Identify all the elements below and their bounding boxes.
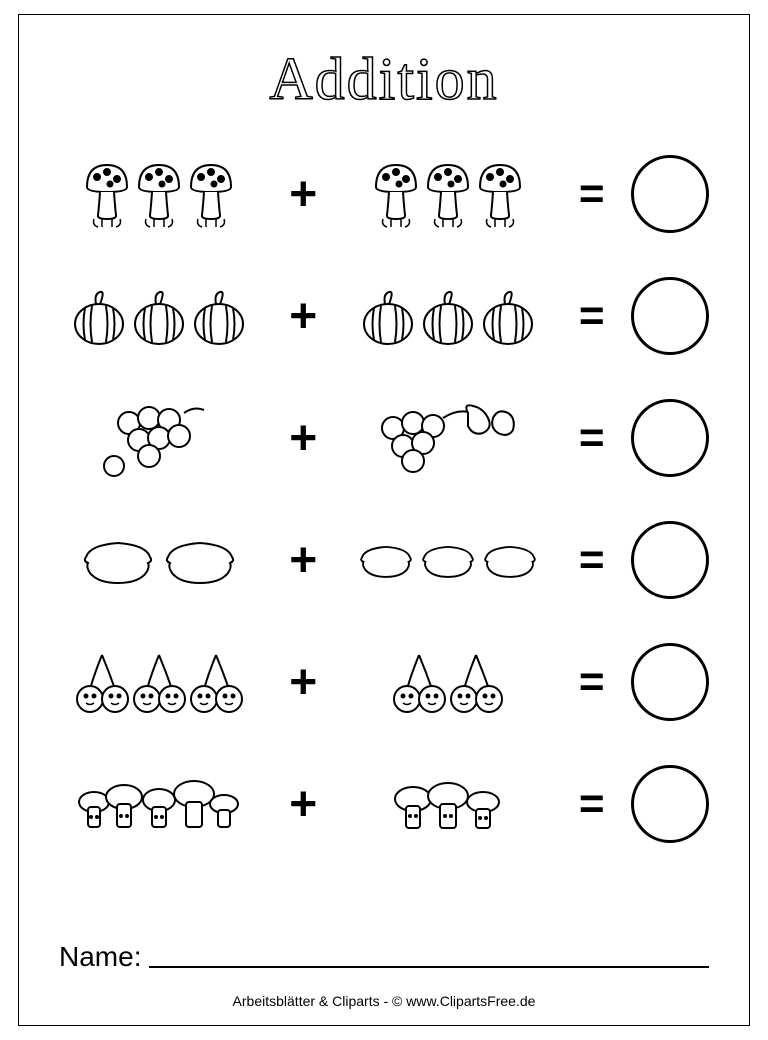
equals-operator: = — [567, 657, 612, 707]
cherry-icon — [392, 647, 447, 717]
mushroom-group-icon — [388, 774, 508, 834]
left-group — [59, 398, 259, 478]
left-group — [59, 533, 259, 588]
equals-operator: = — [567, 413, 612, 463]
problem-row: + = — [59, 632, 709, 732]
right-group — [348, 398, 548, 478]
lemon-icon — [480, 539, 540, 581]
problem-row: + = — [59, 510, 709, 610]
mushroom-group-icon — [74, 772, 244, 837]
equals-operator: = — [567, 291, 612, 341]
name-row: Name: — [49, 941, 719, 973]
problem-row: + = — [59, 754, 709, 854]
plus-operator: + — [278, 655, 328, 710]
footer-brand: ClipartsFree.de — [440, 993, 536, 1009]
cherry-icon — [449, 647, 504, 717]
answer-circle[interactable] — [631, 399, 709, 477]
answer-circle[interactable] — [631, 643, 709, 721]
name-label: Name: — [59, 941, 141, 973]
answer-circle[interactable] — [631, 155, 709, 233]
pumpkin-icon — [479, 286, 537, 346]
footer-credit: Arbeitsblätter & Cliparts - © www.Clipar… — [49, 993, 719, 1015]
pumpkin-icon — [130, 286, 188, 346]
equals-operator: = — [567, 169, 612, 219]
grapes-icon — [368, 398, 528, 478]
cherry-icon — [75, 647, 130, 717]
footer-text: Arbeitsblätter & Cliparts - © www. — [233, 993, 440, 1009]
right-group — [348, 157, 548, 232]
answer-circle[interactable] — [631, 521, 709, 599]
pumpkin-icon — [70, 286, 128, 346]
pumpkin-icon — [419, 286, 477, 346]
worksheet-title: Addition — [49, 45, 719, 114]
right-group — [348, 539, 548, 581]
right-group — [348, 647, 548, 717]
equals-operator: = — [567, 535, 612, 585]
problem-row: + = — [59, 144, 709, 244]
equals-operator: = — [567, 779, 612, 829]
problems-container: + = + = — [49, 144, 719, 901]
right-group — [348, 774, 548, 834]
left-group — [59, 772, 259, 837]
lemon-icon — [356, 539, 416, 581]
mushroom-icon — [371, 157, 421, 232]
left-group — [59, 157, 259, 232]
right-group — [348, 286, 548, 346]
plus-operator: + — [278, 533, 328, 588]
mushroom-icon — [134, 157, 184, 232]
answer-circle[interactable] — [631, 765, 709, 843]
left-group — [59, 286, 259, 346]
answer-circle[interactable] — [631, 277, 709, 355]
cherry-icon — [189, 647, 244, 717]
pumpkin-icon — [190, 286, 248, 346]
mushroom-icon — [186, 157, 236, 232]
lemon-icon — [78, 533, 158, 588]
lemon-icon — [418, 539, 478, 581]
lemon-icon — [160, 533, 240, 588]
mushroom-icon — [475, 157, 525, 232]
problem-row: + = — [59, 266, 709, 366]
plus-operator: + — [278, 411, 328, 466]
plus-operator: + — [278, 289, 328, 344]
cherry-icon — [132, 647, 187, 717]
name-input-line[interactable] — [149, 966, 709, 968]
grapes-icon — [94, 398, 224, 478]
pumpkin-icon — [359, 286, 417, 346]
mushroom-icon — [82, 157, 132, 232]
problem-row: + = — [59, 388, 709, 488]
plus-operator: + — [278, 167, 328, 222]
left-group — [59, 647, 259, 717]
mushroom-icon — [423, 157, 473, 232]
plus-operator: + — [278, 777, 328, 832]
worksheet-frame: Addition + = + — [18, 14, 750, 1026]
